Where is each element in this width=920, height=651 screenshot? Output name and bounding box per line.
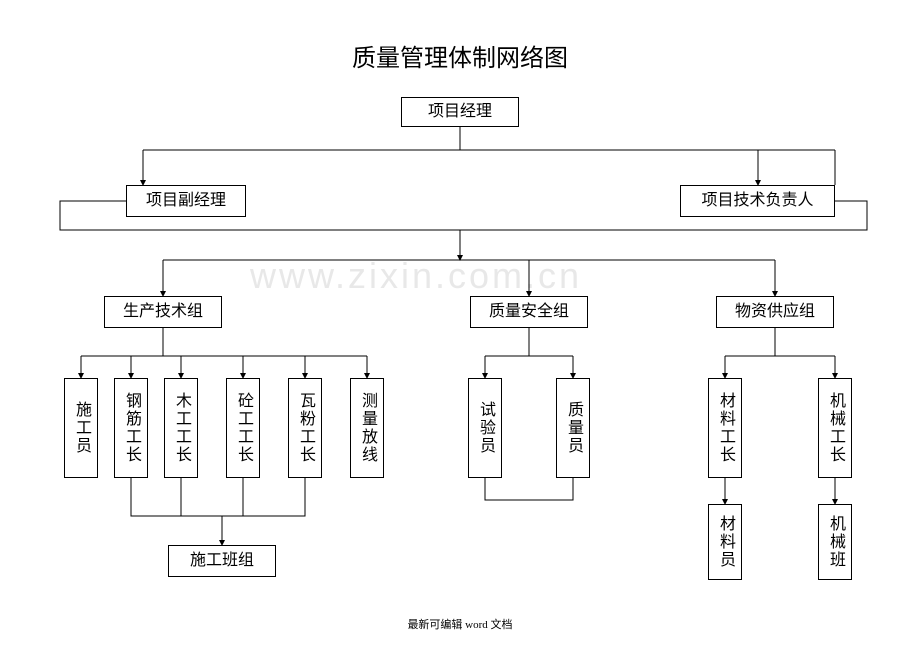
chart-title: 质量管理体制网络图: [0, 38, 920, 73]
node-wfgz: 瓦粉工长: [288, 378, 322, 478]
node-clfx: 测量放线: [350, 378, 384, 478]
node-zly: 质量员: [556, 378, 590, 478]
node-cly: 材料员: [708, 504, 742, 580]
node-sgbz: 施工班组: [168, 545, 276, 577]
node-tech_lead: 项目技术负责人: [680, 185, 835, 217]
node-dpm: 项目副经理: [126, 185, 246, 217]
node-jxb: 机械班: [818, 504, 852, 580]
footer-text: 最新可编辑 word 文档: [0, 616, 920, 632]
node-clgz: 材料工长: [708, 378, 742, 478]
node-mggz: 木工工长: [164, 378, 198, 478]
node-qs_grp: 质量安全组: [470, 296, 588, 328]
node-pm: 项目经理: [401, 97, 519, 127]
node-mat_grp: 物资供应组: [716, 296, 834, 328]
node-tgz: 砼工工长: [226, 378, 260, 478]
node-jxgz: 机械工长: [818, 378, 852, 478]
node-gjgz: 钢筋工长: [114, 378, 148, 478]
node-prod_grp: 生产技术组: [104, 296, 222, 328]
watermark-text: www.zixin.com.cn: [250, 255, 582, 297]
node-sgy: 施工员: [64, 378, 98, 478]
node-syy: 试验员: [468, 378, 502, 478]
